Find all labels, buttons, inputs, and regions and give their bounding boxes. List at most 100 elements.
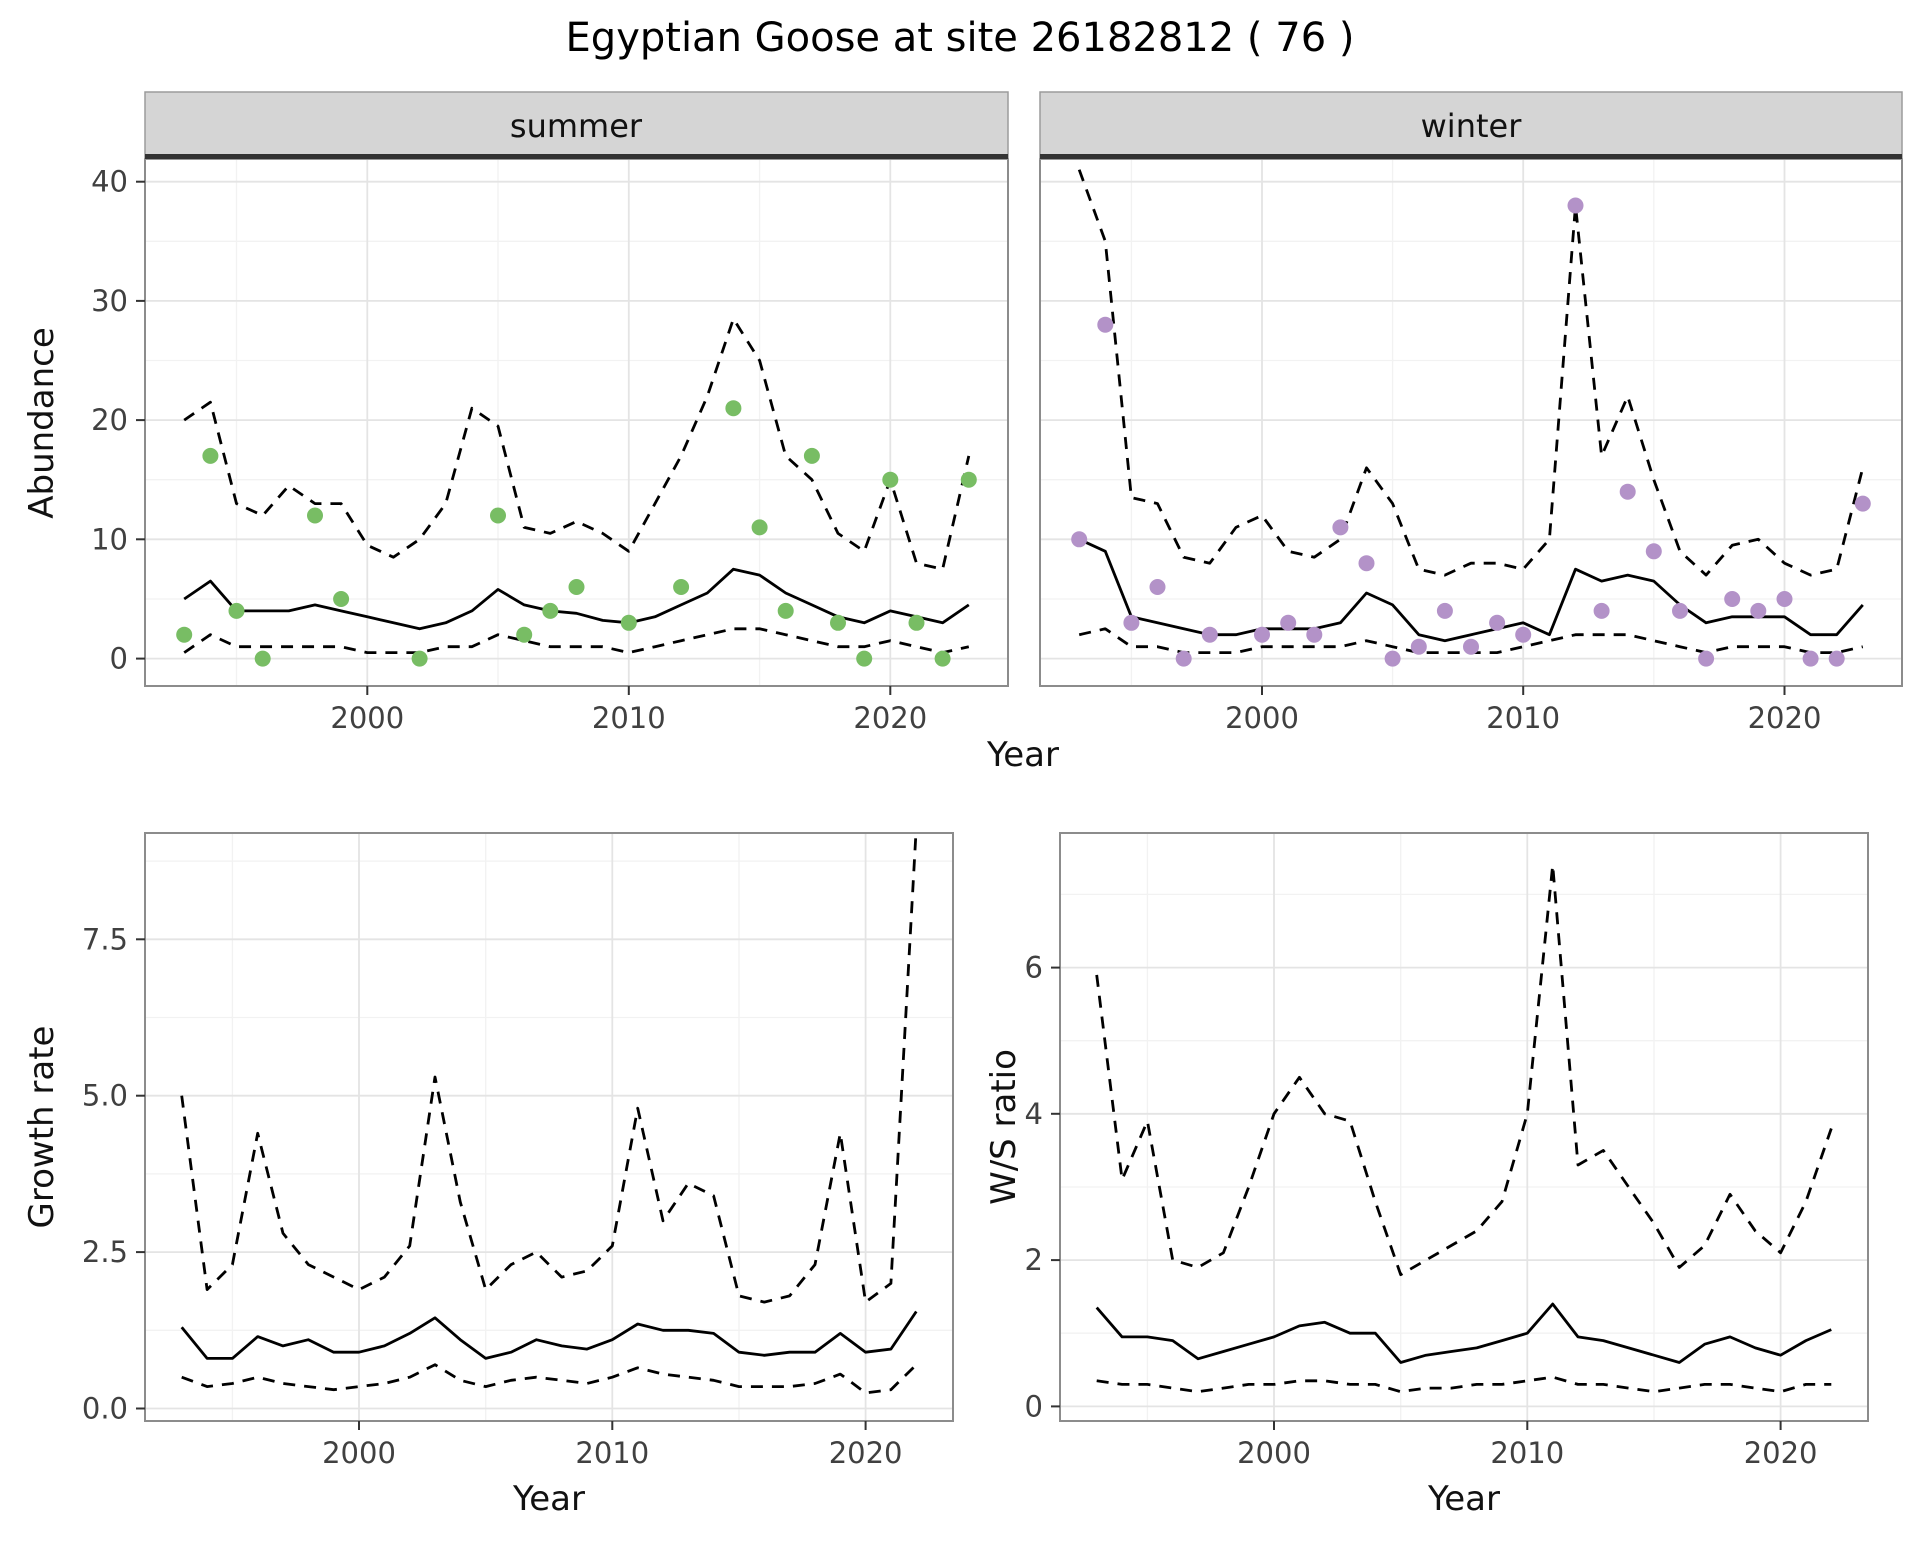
data-point xyxy=(1802,650,1819,667)
series-upper-ci xyxy=(183,317,971,571)
x-tick-label: 2010 xyxy=(575,1436,649,1470)
series-lower-ci xyxy=(181,1363,918,1395)
y-tick-label: 6 xyxy=(1025,951,1043,985)
data-point xyxy=(254,650,271,667)
series-group xyxy=(1095,863,1833,1394)
data-point xyxy=(1280,614,1297,631)
x-tick-label: 2020 xyxy=(1748,701,1822,735)
x-tick-label: 2010 xyxy=(1486,701,1560,735)
data-point xyxy=(856,650,873,667)
panel-background xyxy=(145,833,953,1421)
y-tick-label: 0 xyxy=(110,642,128,676)
x-tick-label: 2000 xyxy=(330,701,404,735)
data-point xyxy=(830,614,846,631)
x-axis-title-year-top: Year xyxy=(987,735,1059,775)
y-tick-label: 10 xyxy=(91,522,128,556)
data-point xyxy=(1750,602,1767,619)
data-point xyxy=(490,507,506,524)
data-point xyxy=(1854,495,1871,512)
facet-strip-underline xyxy=(145,154,1008,159)
y-tick-label: 20 xyxy=(91,403,128,437)
data-point xyxy=(1201,626,1218,643)
data-point xyxy=(1175,650,1192,667)
series-group xyxy=(180,833,918,1395)
x-tick-label: 2020 xyxy=(1744,1436,1818,1470)
data-point xyxy=(176,626,193,643)
data-point xyxy=(960,471,977,488)
facet-label-winter: winter xyxy=(1420,107,1522,145)
data-point xyxy=(1672,602,1688,619)
data-point xyxy=(202,447,219,464)
data-point xyxy=(1097,316,1114,333)
x-tick-label: 2010 xyxy=(592,701,666,735)
data-point xyxy=(1384,650,1401,667)
data-point xyxy=(1645,543,1662,560)
data-point xyxy=(1776,591,1793,607)
data-point xyxy=(1149,579,1166,595)
data-point xyxy=(228,602,245,619)
y-axis-title-ws-ratio: W/S ratio xyxy=(984,1049,1024,1205)
y-tick-label: 0.0 xyxy=(82,1392,128,1426)
data-point xyxy=(1515,626,1532,643)
y-tick-label: 7.5 xyxy=(82,922,128,956)
series-group xyxy=(1071,169,1871,667)
series-upper-ci xyxy=(1077,169,1865,577)
data-point xyxy=(1332,519,1349,536)
data-point xyxy=(908,614,925,631)
y-tick-label: 2.5 xyxy=(82,1235,128,1269)
data-point xyxy=(1619,483,1636,500)
x-tick-label: 2000 xyxy=(1237,1436,1311,1470)
x-axis-title-year-bottom-right: Year xyxy=(1428,1479,1500,1519)
data-point xyxy=(1071,531,1088,548)
series-upper-ci xyxy=(1095,863,1833,1277)
data-point xyxy=(1828,650,1845,667)
y-tick-label: 40 xyxy=(91,165,128,199)
data-point xyxy=(882,471,899,488)
data-point xyxy=(1698,650,1715,667)
data-point xyxy=(803,447,820,464)
x-axis-title-year-bottom-left: Year xyxy=(513,1479,585,1519)
data-point xyxy=(516,626,533,643)
data-point xyxy=(1410,638,1427,655)
facet-strip xyxy=(144,91,1009,160)
data-point xyxy=(1358,555,1375,572)
facet-strip xyxy=(1039,91,1903,160)
panel-background xyxy=(145,159,1008,686)
x-tick-label: 2020 xyxy=(853,701,927,735)
data-point xyxy=(1254,626,1270,643)
chart-title: Egyptian Goose at site 26182812 ( 76 ) xyxy=(565,15,1355,61)
x-tick-label: 2010 xyxy=(1490,1436,1564,1470)
series-median xyxy=(180,1310,918,1360)
y-tick-label: 4 xyxy=(1025,1097,1043,1131)
data-point xyxy=(333,591,350,607)
series-lower-ci xyxy=(183,627,970,654)
data-point xyxy=(1489,614,1506,631)
panel-border xyxy=(144,832,954,1422)
x-tick-label: 2000 xyxy=(1225,701,1299,735)
data-point xyxy=(673,579,690,595)
series-group xyxy=(176,317,977,667)
data-point xyxy=(1724,591,1741,607)
facet-strip-underline xyxy=(1040,154,1902,159)
data-point xyxy=(1593,602,1610,619)
y-tick-label: 0 xyxy=(1025,1389,1043,1423)
y-axis-title-growth-rate: Growth rate xyxy=(22,1025,62,1229)
data-point xyxy=(1436,602,1453,619)
panel-background xyxy=(1040,159,1902,686)
y-tick-label: 30 xyxy=(91,284,128,318)
data-point xyxy=(620,614,637,631)
data-point xyxy=(751,519,768,536)
data-point xyxy=(542,602,559,619)
data-point xyxy=(1306,626,1323,643)
data-point xyxy=(1463,638,1479,655)
x-tick-label: 2020 xyxy=(829,1436,903,1470)
y-tick-label: 2 xyxy=(1025,1243,1043,1277)
facet-label-summer: summer xyxy=(509,107,643,145)
data-point xyxy=(411,650,428,667)
data-point xyxy=(777,602,794,619)
data-point xyxy=(1123,614,1140,631)
y-axis-title-abundance: Abundance xyxy=(22,327,62,519)
